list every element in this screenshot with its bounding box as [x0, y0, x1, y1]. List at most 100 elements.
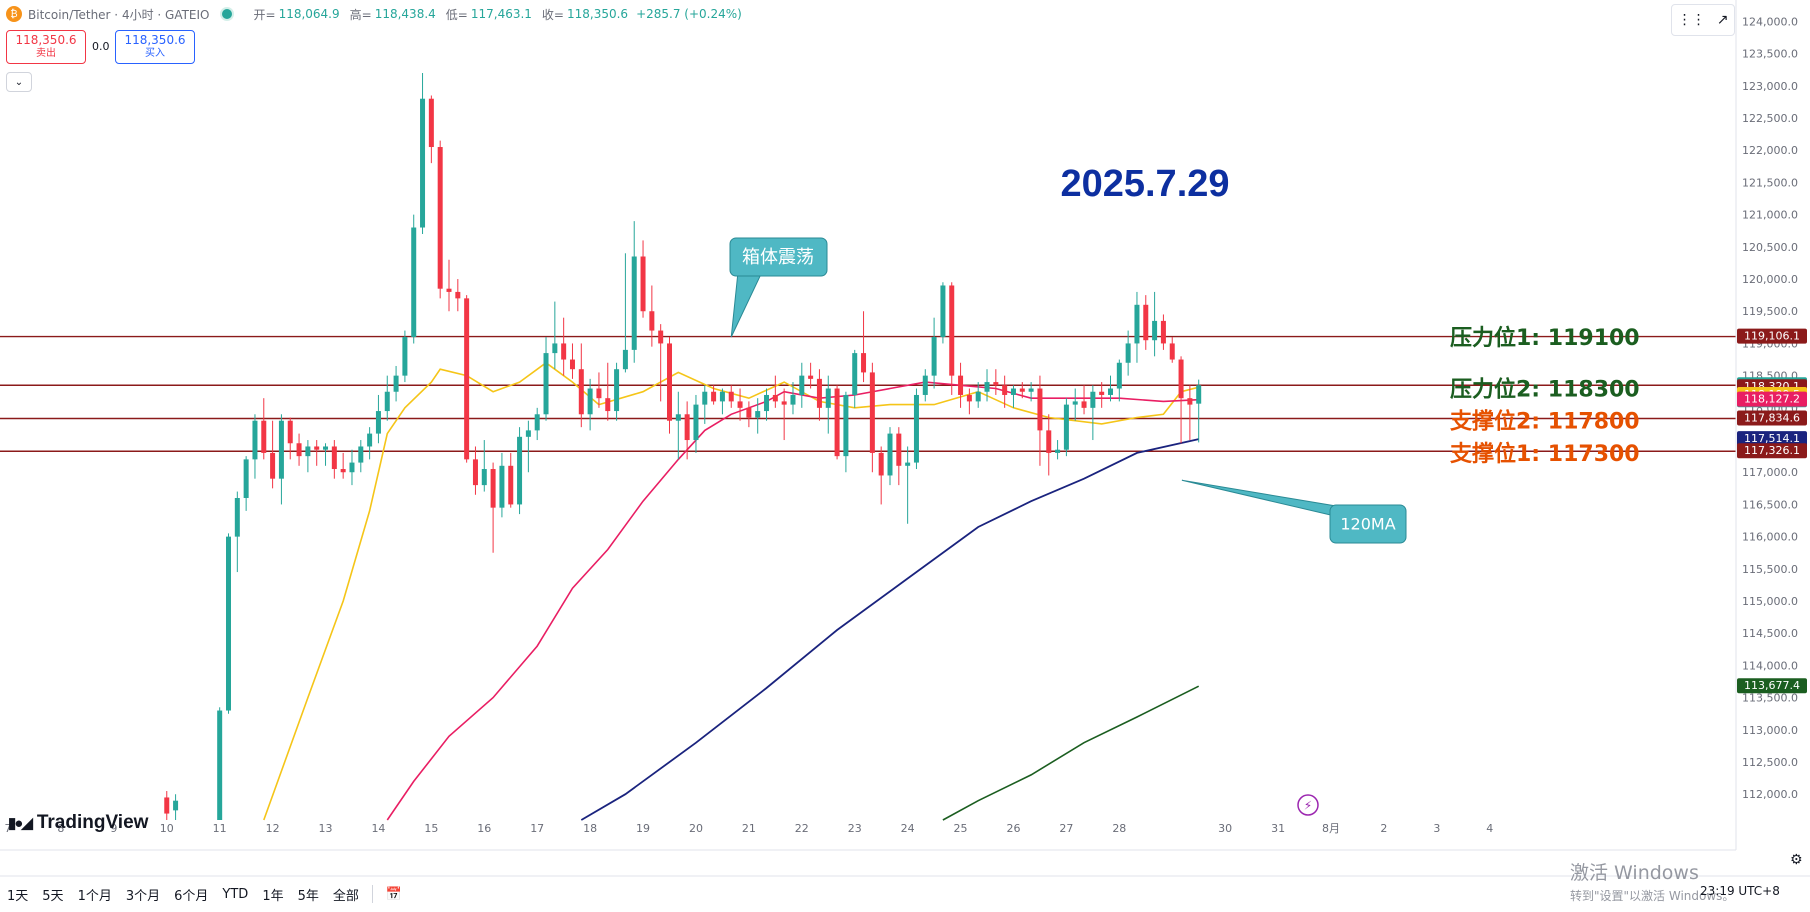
gear-icon[interactable]: ⚙	[1790, 852, 1803, 868]
candle-body	[569, 359, 575, 370]
buy-button[interactable]: 118,350.6 买入	[115, 30, 195, 64]
candle-body	[1081, 401, 1087, 408]
utc-clock[interactable]: 23:19 UTC+8	[1700, 884, 1780, 898]
y-tick-label: 120,500.0	[1742, 241, 1798, 254]
candle-body	[596, 388, 602, 399]
level-label: 压力位2: 118300	[1450, 377, 1640, 403]
candle-body	[508, 465, 514, 505]
candle-body	[931, 337, 937, 376]
x-tick-label: 20	[689, 822, 703, 835]
candle-body	[966, 394, 972, 402]
candle-body	[367, 433, 373, 447]
grid-dots-icon[interactable]: ⋮⋮	[1677, 12, 1706, 28]
lightning-icon	[1297, 794, 1319, 816]
candle-body	[764, 394, 770, 412]
range-1d[interactable]: 1天	[7, 888, 29, 904]
range-5d[interactable]: 5天	[42, 888, 64, 904]
open-value: 118,064.9	[278, 7, 340, 21]
price-tag	[1737, 328, 1807, 344]
x-tick-label: 11	[213, 822, 227, 835]
price-tag	[1737, 678, 1807, 694]
range-3m[interactable]: 3个月	[125, 888, 161, 904]
change-value: +285.7 (+0.24%)	[636, 7, 742, 21]
candle-body	[852, 353, 858, 395]
candle-body	[799, 375, 805, 395]
y-tick-label: 114,500.0	[1742, 627, 1798, 640]
y-tick-label: 122,500.0	[1742, 112, 1798, 125]
range-1m[interactable]: 1个月	[77, 888, 112, 904]
trend-chart-icon[interactable]: ↗	[1716, 12, 1729, 28]
candle-body	[1090, 391, 1096, 408]
chart-widget[interactable]: ⋮⋮ ↗	[1671, 4, 1735, 36]
candle-body	[384, 391, 390, 412]
candle-body	[340, 469, 346, 473]
x-tick-label: 12	[266, 822, 280, 835]
candle-body	[984, 382, 990, 392]
level-label: 支撑位2: 117800	[1450, 409, 1640, 435]
range-6m[interactable]: 6个月	[174, 888, 209, 904]
candle-body	[816, 378, 822, 408]
y-tick-label: 123,000.0	[1742, 80, 1798, 93]
x-tick-label: 22	[795, 822, 809, 835]
candle-body	[1116, 362, 1122, 389]
y-tick-label: 116,500.0	[1742, 498, 1798, 511]
calendar-icon[interactable]: 📅	[385, 886, 403, 902]
ma-line-MA-yellow	[263, 361, 1199, 821]
candle-body	[693, 404, 699, 441]
symbol-header: ₿ Bitcoin/Tether · 4小时 · GATEIO 开= 118,06…	[0, 0, 742, 28]
price-tag	[1737, 443, 1807, 459]
candle-body	[631, 256, 637, 350]
x-tick-label: 31	[1271, 822, 1285, 835]
x-tick-label: 25	[954, 822, 968, 835]
candle-body	[605, 398, 611, 412]
range-all[interactable]: 全部	[332, 888, 359, 904]
candle-body	[578, 369, 584, 415]
ma-line-120MA	[580, 438, 1199, 821]
candle-body	[1055, 449, 1061, 453]
candle-body	[905, 462, 911, 466]
sell-price: 118,350.6	[15, 33, 77, 47]
candle-body	[543, 353, 549, 415]
candle-body	[270, 452, 276, 479]
y-tick-label: 116,000.0	[1742, 531, 1798, 544]
candle-body	[711, 391, 717, 402]
x-tick-label: 17	[530, 822, 544, 835]
x-tick-label: 19	[636, 822, 650, 835]
x-tick-label: 23	[848, 822, 862, 835]
candle-body	[499, 465, 505, 508]
tradingview-logo[interactable]: ▮●◢ TradingView	[8, 812, 148, 834]
candle-body	[1178, 359, 1184, 399]
price-tag-text: 117,514.1	[1744, 432, 1800, 445]
candle-body	[772, 394, 778, 402]
candle-body	[719, 391, 725, 402]
candle-body	[622, 349, 628, 370]
candle-body	[808, 375, 814, 379]
candle-body	[1063, 404, 1069, 450]
symbol-title[interactable]: Bitcoin/Tether · 4小时 · GATEIO	[28, 7, 210, 22]
range-ytd[interactable]: YTD	[222, 886, 249, 902]
y-tick-label: 120,000.0	[1742, 273, 1798, 286]
candle-body	[226, 536, 231, 711]
candle-body	[402, 337, 408, 376]
x-tick-label: 26	[1006, 822, 1020, 835]
y-tick-label: 115,000.0	[1742, 595, 1798, 608]
candle-body	[1108, 388, 1113, 395]
x-tick-label: 9	[110, 822, 117, 835]
candle-body	[420, 98, 426, 228]
candle-body	[552, 343, 558, 354]
candle-body	[349, 462, 355, 473]
sell-button[interactable]: 118,350.6 卖出	[6, 30, 86, 64]
x-tick-label: 8	[57, 822, 64, 835]
candle-body	[1125, 343, 1131, 363]
chevron-down-icon[interactable]: ⌄	[6, 72, 32, 92]
x-tick-label: 28	[1112, 822, 1126, 835]
candle-body	[825, 388, 831, 408]
candle-body	[261, 420, 267, 453]
range-5y[interactable]: 5年	[297, 888, 319, 904]
chart-title: 2025.7.29	[1060, 163, 1229, 205]
candle-body	[587, 388, 593, 415]
range-1y[interactable]: 1年	[262, 888, 284, 904]
market-status-icon	[219, 7, 234, 21]
candle-body	[1152, 320, 1158, 341]
